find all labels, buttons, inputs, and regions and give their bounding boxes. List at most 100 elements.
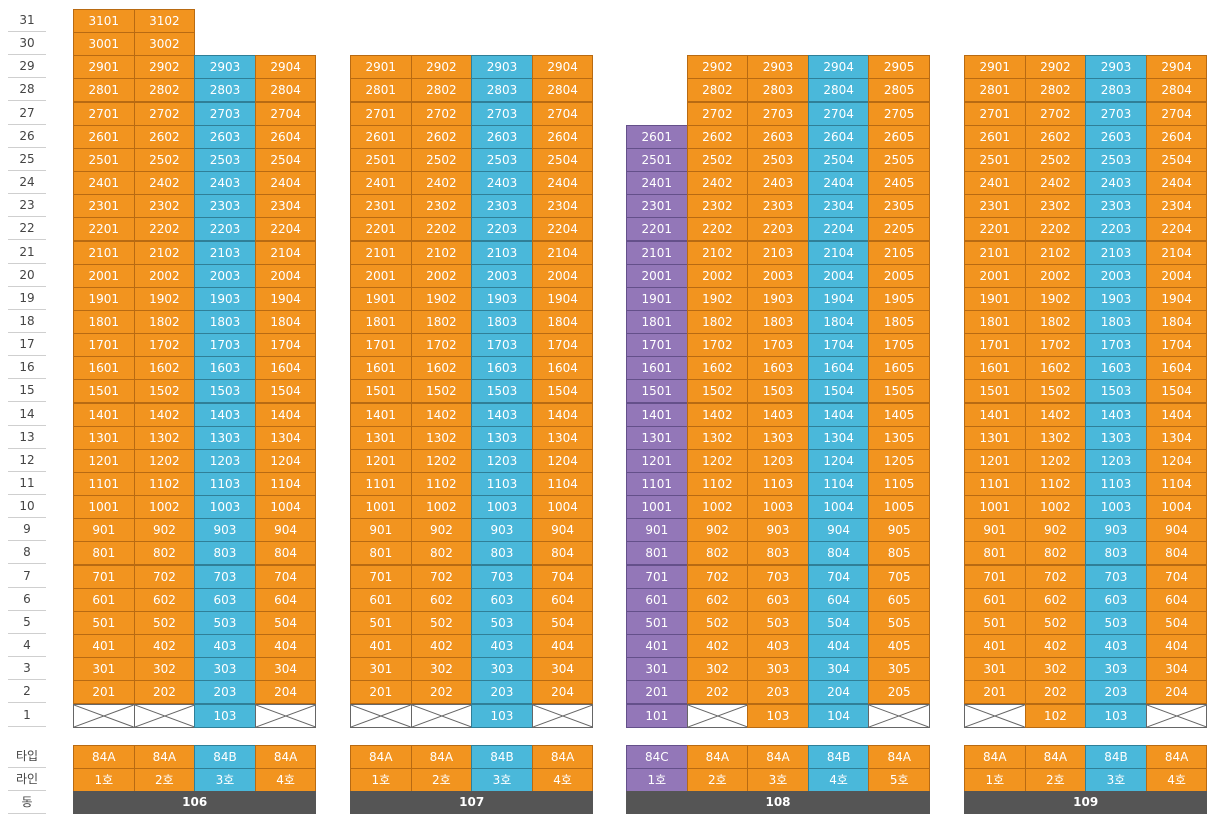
- unit-cell[interactable]: 903: [471, 518, 533, 543]
- unit-cell[interactable]: 1805: [868, 309, 930, 334]
- unit-cell[interactable]: 2103: [1085, 240, 1147, 265]
- unit-cell[interactable]: 2501: [73, 147, 135, 172]
- unit-cell[interactable]: 1004: [1145, 495, 1208, 520]
- unit-cell[interactable]: 1301: [73, 425, 135, 450]
- unit-cell[interactable]: 2102: [1024, 240, 1087, 265]
- unit-cell[interactable]: 1304: [254, 425, 317, 450]
- unit-cell[interactable]: 204: [254, 680, 317, 705]
- unit-cell[interactable]: 2704: [531, 101, 594, 126]
- unit-cell[interactable]: 1802: [1024, 309, 1087, 334]
- unit-cell[interactable]: 2201: [350, 217, 412, 242]
- unit-cell[interactable]: 2501: [964, 147, 1026, 172]
- unit-cell[interactable]: 2101: [964, 240, 1026, 265]
- unit-cell[interactable]: 1704: [807, 333, 870, 358]
- unit-cell[interactable]: 1401: [964, 402, 1026, 427]
- unit-cell[interactable]: 1202: [133, 448, 196, 473]
- unit-cell[interactable]: 503: [194, 610, 256, 635]
- unit-cell[interactable]: 2702: [686, 101, 749, 126]
- unit-cell[interactable]: 101: [626, 703, 688, 728]
- unit-cell[interactable]: 1203: [747, 448, 809, 473]
- unit-cell[interactable]: 2201: [626, 217, 688, 242]
- unit-cell[interactable]: 1202: [1024, 448, 1087, 473]
- unit-cell[interactable]: 1704: [1145, 333, 1208, 358]
- unit-cell[interactable]: 1103: [471, 472, 533, 496]
- unit-cell[interactable]: 2303: [471, 194, 533, 219]
- unit-cell[interactable]: 301: [964, 657, 1026, 682]
- unit-cell[interactable]: 1102: [133, 472, 196, 496]
- unit-cell[interactable]: 601: [626, 587, 688, 612]
- unit-cell[interactable]: 302: [1024, 657, 1087, 682]
- unit-cell[interactable]: 603: [1085, 587, 1147, 612]
- unit-cell[interactable]: 2003: [471, 263, 533, 288]
- unit-cell[interactable]: 405: [868, 634, 930, 659]
- unit-cell[interactable]: 401: [350, 634, 412, 659]
- unit-cell[interactable]: 501: [626, 610, 688, 635]
- unit-cell[interactable]: 2204: [1145, 217, 1208, 242]
- unit-cell[interactable]: 2803: [747, 78, 809, 103]
- unit-cell[interactable]: 2803: [471, 78, 533, 103]
- unit-cell[interactable]: 2201: [964, 217, 1026, 242]
- unit-cell[interactable]: 504: [254, 610, 317, 635]
- unit-cell[interactable]: 1902: [133, 286, 196, 311]
- unit-cell[interactable]: 2903: [194, 55, 256, 80]
- unit-cell[interactable]: 2001: [626, 263, 688, 288]
- unit-cell[interactable]: 1705: [868, 333, 930, 358]
- unit-cell[interactable]: 2502: [410, 147, 473, 172]
- unit-cell[interactable]: 2302: [686, 194, 749, 219]
- unit-cell[interactable]: 1004: [807, 495, 870, 520]
- unit-cell[interactable]: 2002: [133, 263, 196, 288]
- unit-cell[interactable]: 2303: [1085, 194, 1147, 219]
- unit-cell[interactable]: 503: [471, 610, 533, 635]
- unit-cell[interactable]: 2703: [471, 101, 533, 126]
- unit-cell[interactable]: 604: [1145, 587, 1208, 612]
- unit-cell[interactable]: 1804: [531, 309, 594, 334]
- unit-cell[interactable]: 504: [1145, 610, 1208, 635]
- unit-cell[interactable]: 2304: [1145, 194, 1208, 219]
- unit-cell[interactable]: 403: [471, 634, 533, 659]
- unit-cell[interactable]: 404: [807, 634, 870, 659]
- unit-cell[interactable]: 2102: [410, 240, 473, 265]
- unit-cell[interactable]: 2401: [964, 171, 1026, 196]
- unit-cell[interactable]: 402: [1024, 634, 1087, 659]
- unit-cell[interactable]: 801: [350, 541, 412, 566]
- unit-cell[interactable]: 1404: [531, 402, 594, 427]
- unit-cell[interactable]: 2301: [73, 194, 135, 219]
- unit-cell[interactable]: 1401: [73, 402, 135, 427]
- unit-cell[interactable]: 504: [531, 610, 594, 635]
- unit-cell[interactable]: 1204: [254, 448, 317, 473]
- unit-cell[interactable]: 2003: [747, 263, 809, 288]
- unit-cell[interactable]: 702: [686, 564, 749, 589]
- unit-cell[interactable]: 901: [350, 518, 412, 543]
- unit-cell[interactable]: 2901: [73, 55, 135, 80]
- unit-cell[interactable]: 1901: [73, 286, 135, 311]
- unit-cell[interactable]: 2903: [471, 55, 533, 80]
- unit-cell[interactable]: 2003: [194, 263, 256, 288]
- unit-cell[interactable]: 302: [686, 657, 749, 682]
- unit-cell[interactable]: 2902: [133, 55, 196, 80]
- unit-cell[interactable]: 2202: [686, 217, 749, 242]
- unit-cell[interactable]: 1804: [807, 309, 870, 334]
- unit-cell[interactable]: 2603: [471, 124, 533, 149]
- unit-cell[interactable]: 2202: [1024, 217, 1087, 242]
- unit-cell[interactable]: 2604: [254, 124, 317, 149]
- unit-cell[interactable]: 502: [686, 610, 749, 635]
- unit-cell[interactable]: 2403: [747, 171, 809, 196]
- unit-cell[interactable]: 1703: [194, 333, 256, 358]
- unit-cell[interactable]: 2702: [410, 101, 473, 126]
- unit-cell[interactable]: 2904: [807, 55, 870, 80]
- unit-cell[interactable]: 401: [73, 634, 135, 659]
- unit-cell[interactable]: 902: [410, 518, 473, 543]
- unit-cell[interactable]: 902: [133, 518, 196, 543]
- unit-cell[interactable]: 2504: [807, 147, 870, 172]
- unit-cell[interactable]: 203: [747, 680, 809, 705]
- unit-cell[interactable]: 1101: [964, 472, 1026, 496]
- unit-cell[interactable]: 2805: [868, 78, 930, 103]
- unit-cell[interactable]: 2002: [686, 263, 749, 288]
- unit-cell[interactable]: 202: [410, 680, 473, 705]
- unit-cell[interactable]: 501: [73, 610, 135, 635]
- unit-cell[interactable]: 501: [350, 610, 412, 635]
- unit-cell[interactable]: 1603: [194, 356, 256, 381]
- unit-cell[interactable]: 1701: [73, 333, 135, 358]
- unit-cell[interactable]: 1602: [686, 356, 749, 381]
- unit-cell[interactable]: 2105: [868, 240, 930, 265]
